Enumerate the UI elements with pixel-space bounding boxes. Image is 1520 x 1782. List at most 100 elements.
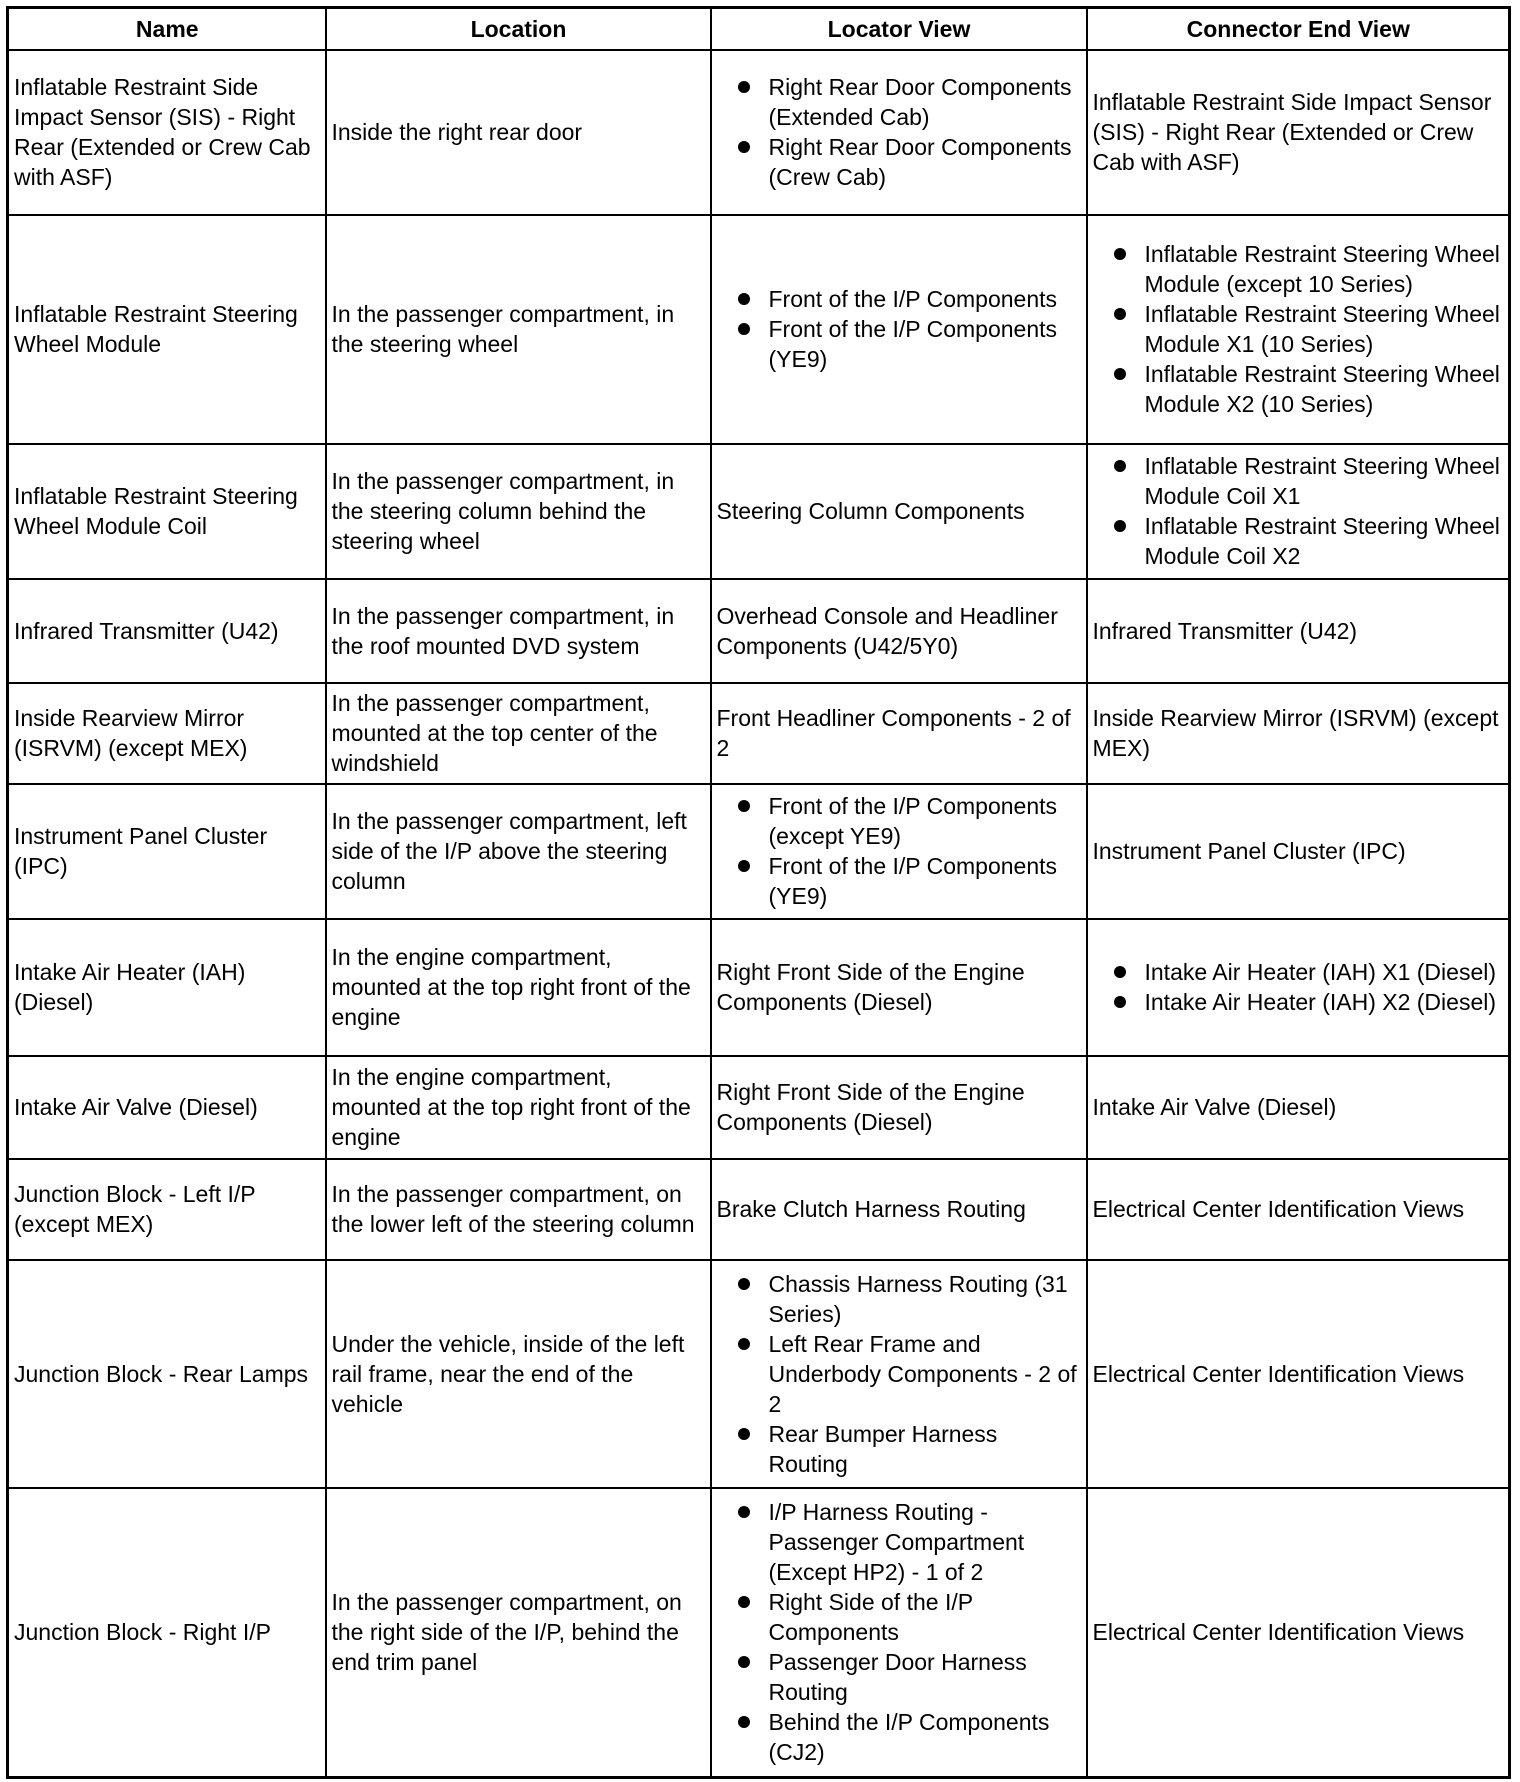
list-item: Inflatable Restraint Steering Wheel Modu… <box>1093 299 1505 359</box>
cell-location: In the passenger compartment, on the low… <box>324 1157 712 1261</box>
bullet-icon <box>1113 460 1126 472</box>
header-locator-view: Locator View <box>709 6 1088 51</box>
bullet-icon <box>1113 308 1126 320</box>
table-row: Inflatable Restraint Side Impact Sensor … <box>6 48 1511 216</box>
cell-name: Inflatable Restraint Side Impact Sensor … <box>6 48 327 216</box>
list-item-text: Inflatable Restraint Steering Wheel Modu… <box>1144 513 1500 569</box>
header-name: Name <box>6 6 327 51</box>
cell-locator-view: Steering Column Components <box>709 442 1088 580</box>
table-row: Junction Block - Right I/P In the passeng… <box>6 1486 1511 1779</box>
cell-location: In the engine compartment, mounted at th… <box>324 1054 712 1160</box>
list-item-text: Left Rear Frame and Underbody Components… <box>768 1330 1077 1417</box>
list-item-text: Inflatable Restraint Steering Wheel Modu… <box>1144 361 1500 417</box>
list-item-text: Front of the I/P Components (YE9) <box>768 853 1058 909</box>
cell-locator-view: Front of the I/P Components Front of the … <box>709 213 1088 445</box>
cell-locator-view: Right Front Side of the Engine Component… <box>709 917 1088 1057</box>
header-location: Location <box>324 6 712 51</box>
cell-connector-end-view: Inside Rearview Mirror (ISRVM) (except M… <box>1085 681 1511 785</box>
list-item-text: Inflatable Restraint Steering Wheel Modu… <box>1144 301 1500 357</box>
list-item: Rear Bumper Harness Routing <box>717 1419 1082 1479</box>
bullet-icon <box>737 1277 750 1290</box>
header-connector-end-view: Connector End View <box>1085 6 1511 51</box>
list-item-text: I/P Harness Routing - Passenger Compartm… <box>768 1499 1025 1586</box>
bullet-list: I/P Harness Routing - Passenger Compartm… <box>717 1497 1082 1767</box>
list-item-text: Rear Bumper Harness Routing <box>768 1420 998 1477</box>
list-item-text: Behind the I/P Components (CJ2) <box>768 1709 1050 1766</box>
list-item: Inflatable Restraint Steering Wheel Modu… <box>1093 511 1505 571</box>
bullet-list: Front of the I/P Components (except YE9)… <box>717 791 1082 911</box>
bullet-list: Front of the I/P Components Front of the … <box>717 284 1082 374</box>
bullet-icon <box>737 323 750 335</box>
list-item-text: Right Rear Door Components (Crew Cab) <box>768 134 1072 190</box>
list-item: Behind the I/P Components (CJ2) <box>717 1707 1082 1767</box>
cell-locator-view: Brake Clutch Harness Routing <box>709 1157 1088 1261</box>
cell-locator-view: Right Rear Door Components (Extended Cab… <box>709 48 1088 216</box>
list-item: Left Rear Frame and Underbody Components… <box>717 1329 1082 1419</box>
list-item-text: Front of the I/P Components (except YE9) <box>768 793 1058 849</box>
list-item: Front of the I/P Components <box>717 284 1082 314</box>
component-locator-table: Name Location Locator View Connector End… <box>6 6 1511 1779</box>
list-item: Inflatable Restraint Steering Wheel Modu… <box>1093 239 1505 299</box>
bullet-list: Chassis Harness Routing (31 Series) Left … <box>717 1269 1082 1479</box>
list-item-text: Passenger Door Harness Routing <box>768 1649 1027 1706</box>
bullet-icon <box>1113 996 1126 1008</box>
cell-name: Instrument Panel Cluster (IPC) <box>6 782 327 920</box>
bullet-icon <box>737 1506 750 1519</box>
cell-location: In the passenger compartment, in the ste… <box>324 213 712 445</box>
cell-connector-end-view: Infrared Transmitter (U42) <box>1085 577 1511 684</box>
cell-name: Inflatable Restraint Steering Wheel Modu… <box>6 213 327 445</box>
cell-locator-view: Chassis Harness Routing (31 Series) Left … <box>709 1258 1088 1489</box>
cell-name: Junction Block - Right I/P <box>6 1486 327 1779</box>
cell-location: In the passenger compartment, in the ste… <box>324 442 712 580</box>
list-item: Inflatable Restraint Steering Wheel Modu… <box>1093 451 1505 511</box>
bullet-icon <box>737 81 750 93</box>
bullet-icon <box>1113 368 1126 380</box>
table-row: Intake Air Heater (IAH) (Diesel) In the e… <box>6 917 1511 1057</box>
list-item: Chassis Harness Routing (31 Series) <box>717 1269 1082 1329</box>
bullet-icon <box>1113 520 1126 532</box>
cell-connector-end-view: Electrical Center Identification Views <box>1085 1486 1511 1779</box>
list-item: Front of the I/P Components (YE9) <box>717 851 1082 911</box>
bullet-icon <box>737 1427 750 1440</box>
bullet-icon <box>737 1596 750 1609</box>
bullet-list: Intake Air Heater (IAH) X1 (Diesel) Intak… <box>1093 957 1505 1017</box>
cell-connector-end-view: Inflatable Restraint Steering Wheel Modu… <box>1085 213 1511 445</box>
cell-name: Intake Air Heater (IAH) (Diesel) <box>6 917 327 1057</box>
cell-connector-end-view: Intake Air Heater (IAH) X1 (Diesel) Intak… <box>1085 917 1511 1057</box>
cell-location: In the engine compartment, mounted at th… <box>324 917 712 1057</box>
bullet-icon <box>1113 966 1126 978</box>
bullet-list: Right Rear Door Components (Extended Cab… <box>717 72 1082 192</box>
cell-name: Infrared Transmitter (U42) <box>6 577 327 684</box>
cell-location: In the passenger compartment, on the rig… <box>324 1486 712 1779</box>
list-item-text: Front of the I/P Components (YE9) <box>768 316 1058 372</box>
list-item-text: Intake Air Heater (IAH) X2 (Diesel) <box>1144 989 1497 1015</box>
header-row: Name Location Locator View Connector End… <box>6 6 1511 51</box>
cell-locator-view: Right Front Side of the Engine Component… <box>709 1054 1088 1160</box>
bullet-list: Inflatable Restraint Steering Wheel Modu… <box>1093 451 1505 571</box>
list-item: Inflatable Restraint Steering Wheel Modu… <box>1093 359 1505 419</box>
cell-location: In the passenger compartment, in the roo… <box>324 577 712 684</box>
cell-name: Inside Rearview Mirror (ISRVM) (except M… <box>6 681 327 785</box>
cell-locator-view: Overhead Console and Headliner Component… <box>709 577 1088 684</box>
cell-connector-end-view: Intake Air Valve (Diesel) <box>1085 1054 1511 1160</box>
bullet-icon <box>737 1337 750 1350</box>
cell-name: Inflatable Restraint Steering Wheel Modu… <box>6 442 327 580</box>
cell-connector-end-view: Instrument Panel Cluster (IPC) <box>1085 782 1511 920</box>
list-item-text: Right Rear Door Components (Extended Cab… <box>768 74 1072 130</box>
list-item: Intake Air Heater (IAH) X2 (Diesel) <box>1093 987 1505 1017</box>
bullet-icon <box>737 1656 750 1669</box>
cell-connector-end-view: Inflatable Restraint Side Impact Sensor … <box>1085 48 1511 216</box>
list-item-text: Intake Air Heater (IAH) X1 (Diesel) <box>1144 959 1497 985</box>
bullet-icon <box>737 1716 750 1729</box>
list-item: Right Rear Door Components (Crew Cab) <box>717 132 1082 192</box>
list-item-text: Front of the I/P Components <box>768 286 1058 312</box>
cell-locator-view: Front Headliner Components - 2 of 2 <box>709 681 1088 785</box>
cell-connector-end-view: Electrical Center Identification Views <box>1085 1258 1511 1489</box>
list-item-text: Right Side of the I/P Components <box>768 1589 973 1646</box>
table-row: Instrument Panel Cluster (IPC) In the pas… <box>6 782 1511 920</box>
cell-name: Junction Block - Rear Lamps <box>6 1258 327 1489</box>
cell-location: In the passenger compartment, mounted at… <box>324 681 712 785</box>
bullet-icon <box>737 860 750 872</box>
table-row: Junction Block - Rear Lamps Under the veh… <box>6 1258 1511 1489</box>
table-row: Inflatable Restraint Steering Wheel Modu… <box>6 442 1511 580</box>
